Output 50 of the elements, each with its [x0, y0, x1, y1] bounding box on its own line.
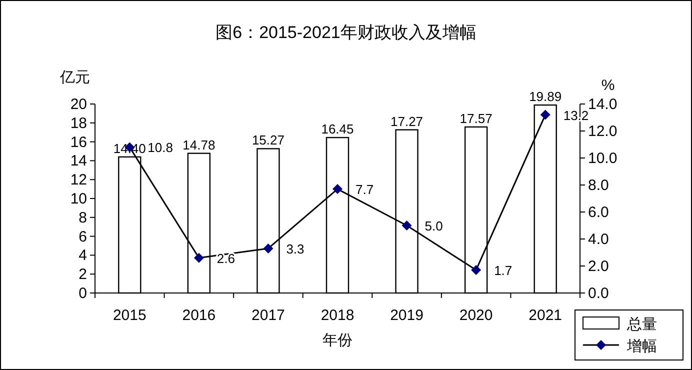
point	[194, 252, 204, 263]
y2-tick-label: 2.0	[588, 258, 609, 275]
point	[540, 110, 550, 120]
data-label: 19.89	[529, 89, 562, 104]
y-axis-title: 亿元	[59, 69, 90, 86]
data-label: 1.7	[494, 263, 512, 278]
y-tick-label: 14	[70, 152, 87, 170]
x-tick-label: 2019	[390, 307, 424, 324]
y-tick-label: 10	[70, 190, 87, 208]
x-tick-label: 2018	[320, 307, 354, 324]
x-tick-label: 2016	[182, 307, 216, 324]
data-label: 2.6	[216, 250, 236, 266]
legend-label: 总量	[626, 316, 657, 333]
chart-title: 图6：2015-2021年财政收入及增幅	[216, 23, 476, 42]
data-label: 17.57	[460, 110, 492, 126]
y-tick-label: 18	[70, 114, 87, 132]
y-tick-label: 20	[70, 96, 87, 113]
point	[471, 265, 482, 276]
x-tick-label: 2015	[112, 307, 146, 324]
y2-axis-title: %	[601, 77, 615, 94]
y2-tick-label: 12.0	[588, 123, 618, 140]
y-tick-label: 8	[78, 209, 87, 226]
y-tick-label: 0	[78, 285, 87, 302]
data-label: 7.7	[356, 182, 374, 198]
data-label: 10.8	[148, 140, 173, 156]
y-tick-label: 12	[70, 172, 87, 189]
data-label: 16.45	[321, 122, 354, 137]
legend-label: 增幅	[626, 338, 657, 355]
data-label: 5.0	[424, 218, 443, 234]
y2-tick-label: 14.0	[588, 96, 618, 113]
data-label: 15.27	[252, 132, 284, 148]
y2-tick-label: 8.0	[588, 177, 609, 194]
x-tick-label: 2017	[252, 307, 285, 324]
data-label: 17.27	[390, 114, 424, 129]
y2-tick-label: 4.0	[588, 231, 609, 248]
y2-tick-label: 10.0	[588, 150, 618, 167]
y2-tick-label: 0.0	[588, 285, 609, 302]
y2-tick-label: 6.0	[588, 204, 609, 221]
x-axis-title: 年份	[322, 332, 352, 349]
point	[332, 184, 342, 194]
x-tick-label: 2020	[459, 307, 493, 324]
y-tick-label: 16	[70, 134, 87, 151]
point	[263, 243, 274, 254]
y-tick-label: 4	[78, 247, 87, 264]
point	[402, 220, 412, 230]
y-tick-label: 6	[78, 228, 87, 246]
y-tick-label: 2	[78, 266, 87, 284]
data-label: 3.3	[286, 241, 304, 256]
x-tick-label: 2021	[528, 307, 562, 324]
data-label: 14.78	[182, 137, 216, 152]
